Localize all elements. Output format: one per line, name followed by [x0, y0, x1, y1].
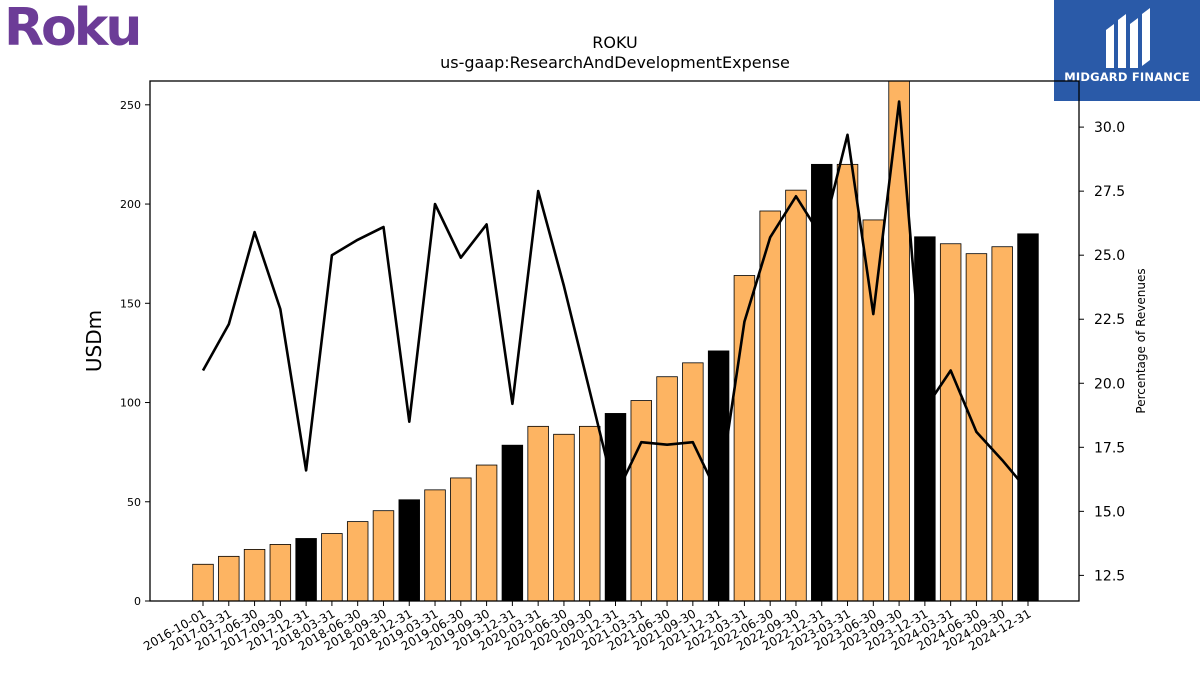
midgard-emblem-icon: [1106, 8, 1150, 68]
bar: [450, 477, 472, 601]
bar: [862, 219, 885, 601]
bar: [424, 489, 446, 601]
bar: [604, 413, 627, 601]
bar: [398, 499, 420, 601]
y2-tick-label: 25.0: [1094, 248, 1125, 264]
y2-tick-label: 17.5: [1094, 440, 1125, 456]
bar: [939, 243, 962, 601]
bar: [372, 510, 395, 601]
chart-subtitle: us-gaap:ResearchAndDevelopmentExpense: [440, 53, 790, 72]
bar: [1017, 233, 1039, 601]
bar: [991, 246, 1013, 601]
chart-title: ROKU: [592, 33, 637, 52]
bar: [630, 400, 652, 601]
plot-frame: [149, 80, 1080, 602]
bar: [321, 533, 343, 601]
bar: [811, 163, 833, 601]
revenue-percentage-line: [201, 100, 1029, 498]
bar: [707, 350, 730, 601]
bar: [501, 444, 524, 601]
bar: [836, 163, 859, 601]
bar: [218, 555, 240, 601]
bar: [269, 544, 292, 601]
bar: [295, 538, 317, 601]
bar: [785, 189, 807, 601]
y-tick-label: 250: [120, 99, 141, 112]
midgard-logo-text: MIDGARD FINANCE: [1064, 70, 1190, 84]
bar: [888, 81, 910, 601]
bar: [192, 563, 214, 601]
bar: [656, 376, 678, 601]
y2-tick-label: 30.0: [1094, 120, 1125, 136]
y2-tick-label: 20.0: [1094, 376, 1125, 392]
bar: [553, 433, 575, 601]
bar: [243, 548, 266, 601]
midgard-finance-logo: MIDGARD FINANCE: [1054, 0, 1200, 101]
y2-tick-label: 15.0: [1094, 504, 1125, 520]
bar: [759, 210, 781, 601]
y-tick-label: 100: [120, 397, 141, 410]
bar: [579, 425, 601, 601]
bar: [346, 521, 369, 601]
y-axis-label: USDm: [82, 310, 106, 372]
bar: [527, 425, 549, 601]
y2-tick-label: 22.5: [1094, 312, 1125, 328]
y-tick-label: 200: [120, 198, 141, 211]
bar: [475, 464, 498, 601]
y2-axis-label: Percentage of Revenues: [1134, 268, 1148, 413]
roku-logo: Roku: [4, 0, 142, 58]
plot-area: 0 50 100 150 200 250 12.5 15.0 17.5 20.0 22.5 25.0 2…: [120, 80, 1125, 653]
y-tick-label: 150: [120, 297, 141, 310]
y2-tick-label: 27.5: [1094, 184, 1125, 200]
y-tick-label: 0: [134, 595, 141, 608]
y2-tick-label: 12.5: [1094, 568, 1125, 584]
bar: [965, 253, 988, 601]
bar: [682, 362, 704, 601]
y-tick-label: 50: [127, 496, 141, 509]
bar: [914, 236, 936, 601]
